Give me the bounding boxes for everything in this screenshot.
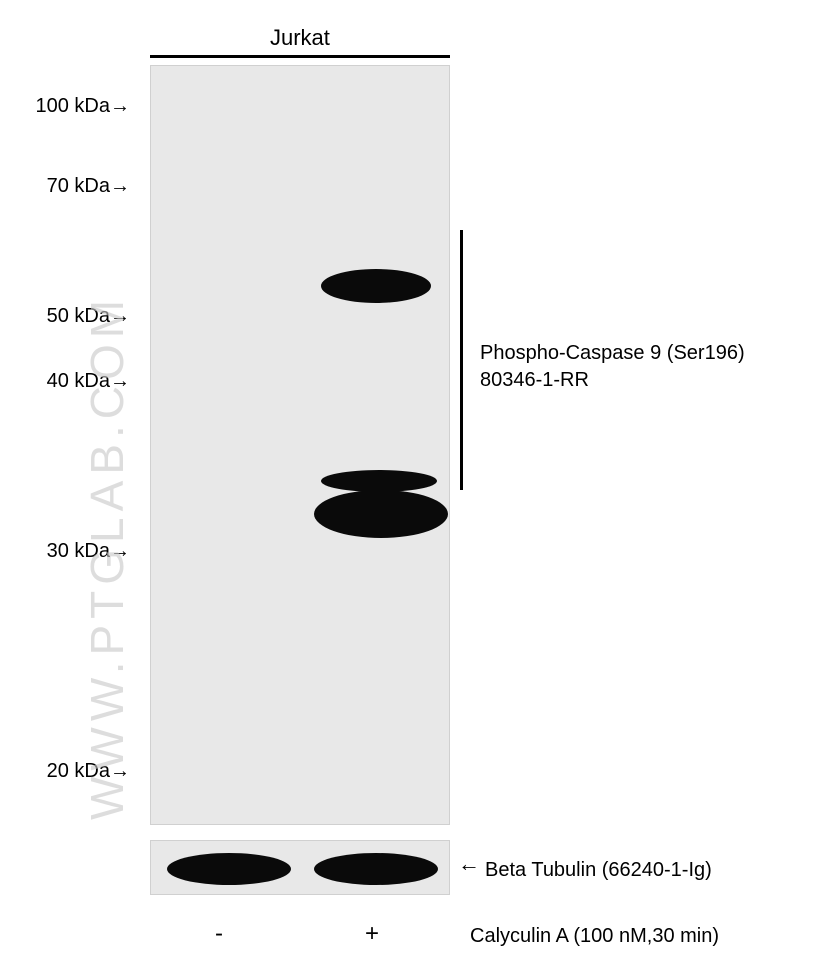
- mw-marker-30: 30 kDa→: [20, 540, 130, 563]
- mw-marker-20: 20 kDa→: [20, 760, 130, 783]
- loading-control-blot: [150, 840, 450, 895]
- antibody-label: Phospho-Caspase 9 (Ser196) 80346-1-RR: [480, 340, 745, 394]
- main-blot-bands: [151, 66, 451, 826]
- figure-container: Jurkat 100 kDa→ 70 kDa→ 50 kDa→ 40 kDa→ …: [0, 0, 840, 980]
- header-underline: [150, 55, 450, 58]
- treatment-plus: +: [365, 920, 379, 948]
- mw-marker-50: 50 kDa→: [20, 305, 130, 328]
- antibody-name: Phospho-Caspase 9 (Ser196): [480, 340, 745, 367]
- mw-marker-70: 70 kDa→: [20, 175, 130, 198]
- antibody-catalog: 80346-1-RR: [480, 367, 745, 394]
- mw-marker-100: 100 kDa→: [20, 95, 130, 118]
- loading-control-arrow-icon: ←: [458, 851, 480, 877]
- sample-label: Jurkat: [270, 25, 330, 51]
- main-blot: [150, 65, 450, 825]
- treatment-label: Calyculin A (100 nM,30 min): [470, 925, 719, 948]
- mw-marker-40: 40 kDa→: [20, 370, 130, 393]
- blot-bracket: [460, 230, 463, 490]
- loading-control-label: Beta Tubulin (66240-1-Ig): [485, 857, 712, 884]
- treatment-minus: -: [215, 920, 223, 948]
- loading-control-bands: [151, 841, 451, 896]
